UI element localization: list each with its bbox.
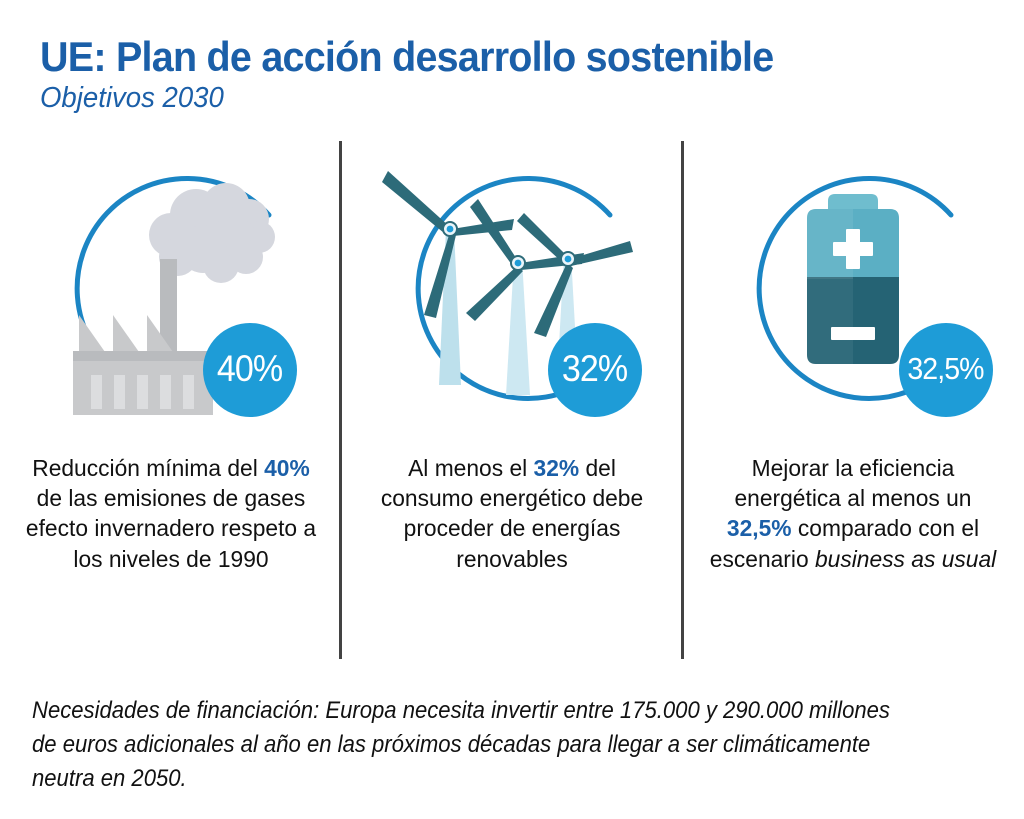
caption-italic: business as usual — [814, 545, 996, 572]
smoke-cloud — [148, 182, 275, 283]
panel-divider-2 — [681, 140, 684, 659]
icon-stage-efficiency: 32,5% — [703, 137, 1003, 437]
battery-icon — [756, 175, 963, 401]
factory-smokestack-icon — [72, 175, 281, 415]
caption-part: Mejorar la eficiencia energética al meno… — [734, 454, 971, 512]
panel-divider-1 — [339, 140, 342, 659]
panels-container: 40% Reducción mínima del 40% de las emis… — [0, 129, 1024, 659]
caption-part: del consumo energético debe proceder de … — [380, 454, 643, 572]
footer-note: Necesidades de financiación: Europa nece… — [32, 697, 890, 793]
caption-efficiency: Mejorar la eficiencia energética al meno… — [707, 453, 998, 574]
caption-emissions: Reducción mínima del 40% de las emisione… — [25, 453, 316, 574]
plus-icon — [832, 228, 873, 269]
badge-renewables-value: 32% — [561, 347, 628, 389]
badge-efficiency: 32,5% — [898, 322, 993, 417]
turbine-blades-right — [516, 212, 633, 337]
icon-stage-emissions: 40% — [21, 137, 321, 437]
panel-efficiency: 32,5% Mejorar la eficiencia energética a… — [682, 129, 1023, 649]
header: UE: Plan de acción desarrollo sostenible… — [0, 0, 1024, 115]
caption-renewables: Al menos el 32% del consumo energético d… — [366, 453, 657, 574]
caption-part: Al menos el — [407, 454, 534, 481]
wind-turbines-icon — [381, 170, 633, 401]
panel-emissions: 40% Reducción mínima del 40% de las emis… — [0, 129, 341, 649]
panel-renewables: 32% Al menos el 32% del consumo energéti… — [341, 129, 682, 649]
badge-efficiency-value: 32,5% — [907, 350, 984, 386]
badge-emissions: 40% — [202, 322, 297, 417]
icon-stage-renewables: 32% — [362, 137, 662, 437]
badge-emissions-value: 40% — [216, 347, 283, 389]
turbine-blades-left — [381, 170, 514, 318]
caption-part: Reducción mínima del — [31, 454, 264, 481]
minus-icon — [830, 326, 875, 340]
caption-highlight: 40% — [263, 454, 310, 481]
badge-renewables: 32% — [547, 322, 642, 417]
page-title: UE: Plan de acción desarrollo sostenible — [40, 33, 774, 80]
caption-highlight: 32% — [533, 454, 579, 481]
page-subtitle: Objetivos 2030 — [40, 81, 224, 114]
caption-part: de las emisiones de gases efecto inverna… — [25, 485, 316, 572]
caption-part: comparado con el escenario — [709, 515, 979, 572]
caption-highlight: 32,5% — [726, 515, 792, 542]
